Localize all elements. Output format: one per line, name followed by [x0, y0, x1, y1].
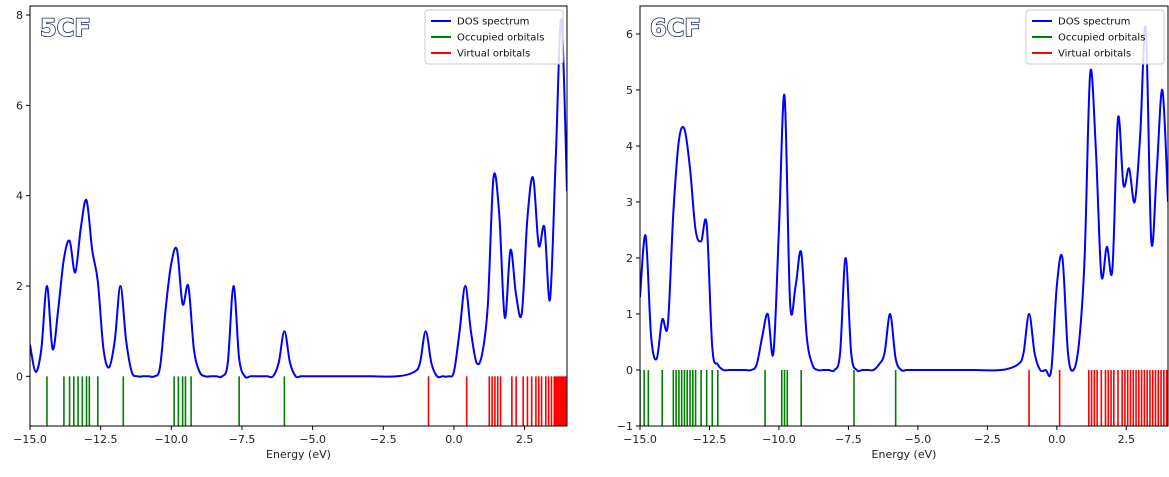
panel-2-x-axis: −15.0 −12.5 −10.0 −7.5 −5.0 −2.5 0.0 2.5 Energy … [623, 426, 1135, 461]
panel-1-orbital-sticks [46, 376, 567, 426]
x-tick-label: 0.0 [445, 433, 463, 446]
x-tick-label: −2.5 [974, 433, 1001, 446]
x-tick-label: −10.0 [154, 433, 188, 446]
x-axis-label: Energy (eV) [266, 448, 331, 461]
panel-2-legend: DOS spectrum Occupied orbitals Virtual orb… [1025, 9, 1165, 65]
legend-box [424, 9, 564, 65]
panel-1-axes-frame [29, 5, 568, 427]
x-tick-label: −15.0 [13, 433, 47, 446]
x-tick-label: −7.5 [229, 433, 256, 446]
y-tick-label: 0 [626, 364, 633, 377]
y-tick-label: −1 [617, 420, 633, 433]
y-tick-label: 8 [16, 9, 23, 22]
x-tick-label: −5.0 [299, 433, 326, 446]
legend-box [1025, 9, 1165, 65]
panel-1: −15.0 −12.5 −10.0 −7.5 −5.0 −2.5 0.0 2.5 Energy … [13, 5, 568, 461]
panel-1-x-axis: −15.0 −12.5 −10.0 −7.5 −5.0 −2.5 0.0 2.5 Energy … [13, 426, 533, 461]
panel-1-y-axis: 0 2 4 6 8 [16, 9, 30, 383]
panel-2-y-axis: −1 0 1 2 3 4 5 6 [617, 28, 640, 433]
x-axis-label: Energy (eV) [872, 448, 937, 461]
x-tick-label: −15.0 [623, 433, 657, 446]
y-tick-label: 0 [16, 370, 23, 383]
legend-label: Virtual orbitals [1058, 49, 1131, 60]
y-tick-label: 5 [626, 84, 633, 97]
legend-label: DOS spectrum [1058, 17, 1130, 28]
legend-label: Occupied orbitals [457, 33, 544, 44]
x-tick-label: 2.5 [516, 433, 534, 446]
panel-2-axes-frame [639, 5, 1169, 427]
panel-title: 6CF [650, 14, 701, 42]
x-tick-label: −10.0 [762, 433, 796, 446]
y-tick-label: 3 [626, 196, 633, 209]
y-tick-label: 6 [626, 28, 633, 41]
dos-spectrum-line [30, 18, 567, 379]
panel-2-orbital-sticks [640, 370, 1168, 426]
y-tick-label: 6 [16, 99, 23, 112]
panel-title: 5CF [40, 14, 91, 42]
y-tick-label: 1 [626, 308, 633, 321]
legend-label: Occupied orbitals [1058, 33, 1145, 44]
y-tick-label: 4 [16, 190, 23, 203]
y-tick-label: 2 [626, 252, 633, 265]
x-tick-label: −2.5 [370, 433, 397, 446]
y-tick-label: 4 [626, 140, 633, 153]
x-tick-label: 2.5 [1118, 433, 1136, 446]
legend-label: Virtual orbitals [457, 49, 530, 60]
x-tick-label: −5.0 [905, 433, 932, 446]
x-tick-label: 0.0 [1048, 433, 1066, 446]
legend-label: DOS spectrum [457, 17, 529, 28]
panel-2: −15.0 −12.5 −10.0 −7.5 −5.0 −2.5 0.0 2.5 Energy … [617, 5, 1169, 461]
panel-1-legend: DOS spectrum Occupied orbitals Virtual orb… [424, 9, 564, 65]
x-tick-label: −12.5 [693, 433, 727, 446]
x-tick-label: −7.5 [835, 433, 862, 446]
y-tick-label: 2 [16, 280, 23, 293]
dos-spectrum-line [640, 25, 1168, 378]
x-tick-label: −12.5 [84, 433, 118, 446]
